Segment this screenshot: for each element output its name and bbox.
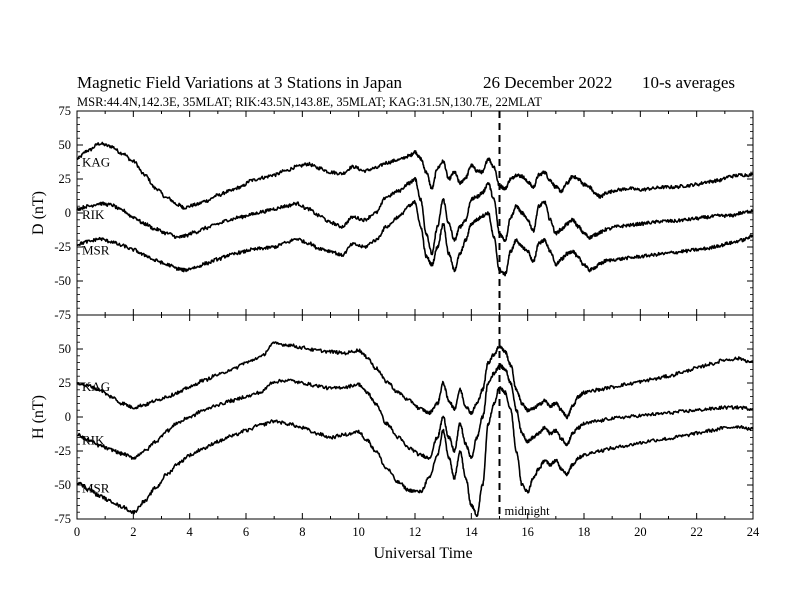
- x-axis-title: Universal Time: [373, 545, 472, 562]
- xtick-label: 20: [634, 525, 647, 539]
- ytick-label: 0: [65, 206, 71, 220]
- xtick-label: 8: [299, 525, 305, 539]
- series-line-rik-d: [76, 176, 754, 256]
- xtick-label: 24: [747, 525, 760, 539]
- xtick-label: 2: [130, 525, 136, 539]
- series-label-rik: RIK: [82, 433, 105, 448]
- xtick-label: 6: [243, 525, 249, 539]
- ytick-label: -50: [54, 478, 71, 492]
- panel-d-frame: [76, 110, 754, 316]
- xtick-label: 18: [578, 525, 591, 539]
- panel-d-ylabel: D (nT): [30, 191, 47, 235]
- xtick-label: 22: [690, 525, 703, 539]
- chart-title: Magnetic Field Variations at 3 Stations …: [77, 73, 403, 92]
- ytick-label: 25: [59, 376, 72, 390]
- panel-h-ylabel: H (nT): [30, 395, 47, 439]
- ytick-label: 25: [59, 172, 72, 186]
- series-line-msr-h: [76, 386, 754, 518]
- xtick-label: 4: [187, 525, 194, 539]
- series-line-kag-h: [76, 341, 754, 420]
- series-label-rik: RIK: [82, 207, 105, 222]
- ytick-label: -75: [54, 308, 71, 322]
- midnight-label: midnight: [505, 504, 551, 518]
- series-lines: [76, 141, 754, 518]
- series-label-kag: KAG: [82, 155, 110, 170]
- ytick-label: -50: [54, 274, 71, 288]
- ytick-label: -25: [54, 444, 71, 458]
- series-label-kag: KAG: [82, 379, 110, 394]
- ytick-label: 50: [59, 138, 72, 152]
- xtick-label: 10: [352, 525, 365, 539]
- series-labels: KAG RIK MSR KAG RIK MSR: [82, 155, 110, 496]
- series-label-msr: MSR: [82, 480, 110, 495]
- ytick-label: 50: [59, 342, 72, 356]
- series-label-msr: MSR: [82, 242, 110, 257]
- series-line-msr-d: [76, 199, 754, 277]
- panel-h-frame: [76, 314, 754, 520]
- ytick-label: 0: [65, 410, 71, 424]
- series-line-kag-d: [76, 141, 754, 210]
- station-coordinates: MSR:44.4N,142.3E, 35MLAT; RIK:43.5N,143.…: [77, 95, 542, 109]
- xtick-label: 14: [465, 525, 478, 539]
- chart-averaging: 10-s averages: [642, 73, 735, 92]
- chart-date: 26 December 2022: [483, 73, 612, 92]
- ytick-label: 75: [59, 104, 72, 118]
- ytick-label: -25: [54, 240, 71, 254]
- xtick-label: 12: [409, 525, 422, 539]
- series-line-rik-h: [76, 363, 754, 460]
- xtick-label: 0: [74, 525, 80, 539]
- xtick-label: 16: [521, 525, 534, 539]
- ytick-label: -75: [54, 512, 71, 526]
